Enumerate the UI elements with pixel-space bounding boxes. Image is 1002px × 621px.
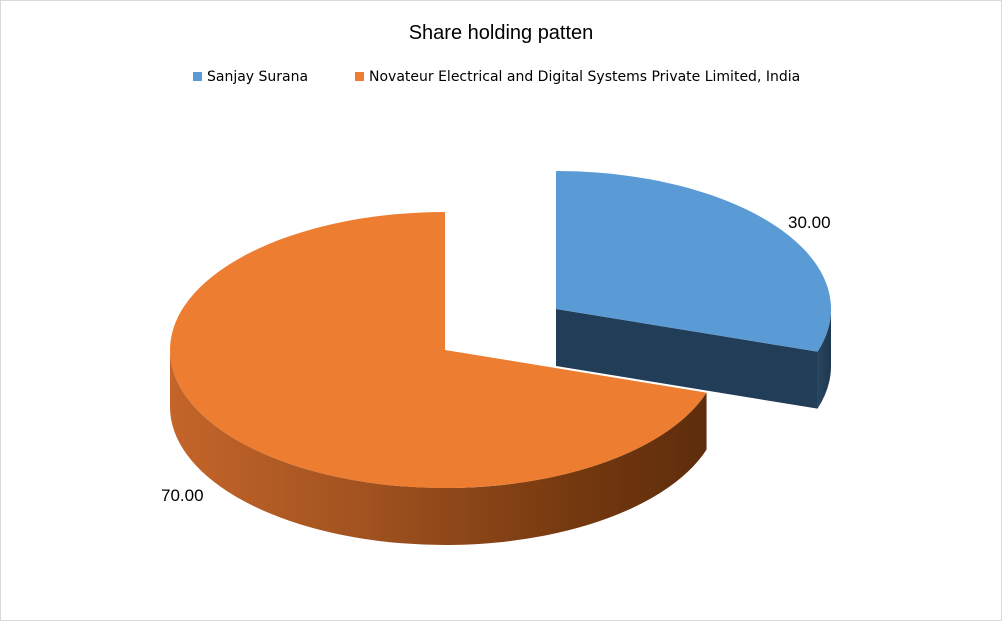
slice-sanjay-surana	[556, 171, 831, 352]
chart-title: Share holding patten	[409, 22, 594, 44]
pie-slices	[169, 171, 831, 545]
slice-side-novateur	[170, 350, 707, 545]
data-label-sanjay-surana: 30.00	[788, 213, 831, 232]
data-label-novateur: 70.00	[161, 486, 204, 505]
legend-swatch-sanjay-surana	[193, 72, 202, 81]
legend-label-sanjay-surana: Sanjay Surana	[207, 69, 308, 85]
legend: Sanjay Surana Novateur Electrical and Di…	[193, 69, 800, 85]
slice-novateur	[169, 212, 707, 488]
slice-cut-face-sanjay-surana	[556, 309, 818, 409]
slice-side-sanjay-surana	[817, 309, 831, 409]
legend-label-novateur: Novateur Electrical and Digital Systems …	[369, 69, 800, 85]
legend-swatch-novateur	[355, 72, 364, 81]
